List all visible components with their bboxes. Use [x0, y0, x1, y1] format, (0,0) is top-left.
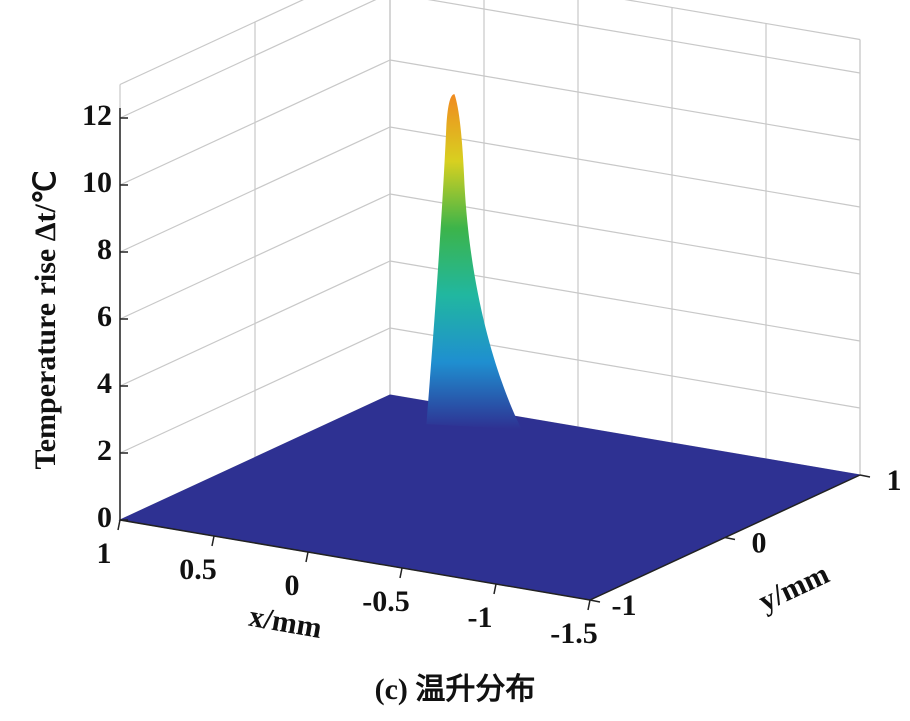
x-tick — [493, 583, 497, 595]
x-tick-label: 1 — [97, 537, 112, 570]
z-tick-label: 4 — [97, 367, 112, 400]
y-tick-label: 0 — [752, 526, 767, 559]
grid-line — [389, 59, 861, 141]
x-tick-label: 0 — [285, 569, 300, 602]
x-tick-label: -0.5 — [362, 585, 410, 618]
z-tick-label: 10 — [82, 166, 112, 199]
z-tick-label: 2 — [97, 434, 112, 467]
x-axis — [119, 519, 591, 601]
y-axis-label: y/mm — [754, 557, 834, 618]
z-tick-label: 8 — [97, 233, 112, 266]
x-tick-label: 0.5 — [179, 553, 217, 586]
y-tick — [724, 536, 736, 541]
y-tick — [859, 474, 871, 478]
caption: (c) 温升分布 — [375, 673, 536, 706]
box-edge — [624, 0, 861, 41]
z-tick-label: 12 — [82, 99, 112, 132]
x-tick — [305, 551, 309, 563]
x-tick — [399, 567, 403, 579]
x-axis-label: x/mm — [246, 600, 324, 645]
x-tick — [211, 535, 215, 547]
grid-line — [389, 193, 861, 275]
grid-line — [427, 0, 861, 74]
y-tick-label: -1 — [612, 589, 637, 622]
surface-peak — [426, 94, 522, 430]
y-tick — [589, 599, 601, 603]
grid-line — [389, 126, 861, 208]
x-tick — [587, 599, 591, 611]
box-edge — [119, 0, 304, 86]
x-tick — [117, 519, 121, 531]
y-tick-label: 1 — [887, 464, 902, 497]
z-axis-label: Temperature rise Δt/℃ — [29, 170, 62, 469]
z-tick-label: 6 — [97, 300, 112, 333]
z-tick-label: 0 — [97, 501, 112, 534]
x-tick-label: -1 — [468, 601, 493, 634]
x-tick-label: -1.5 — [550, 617, 598, 650]
